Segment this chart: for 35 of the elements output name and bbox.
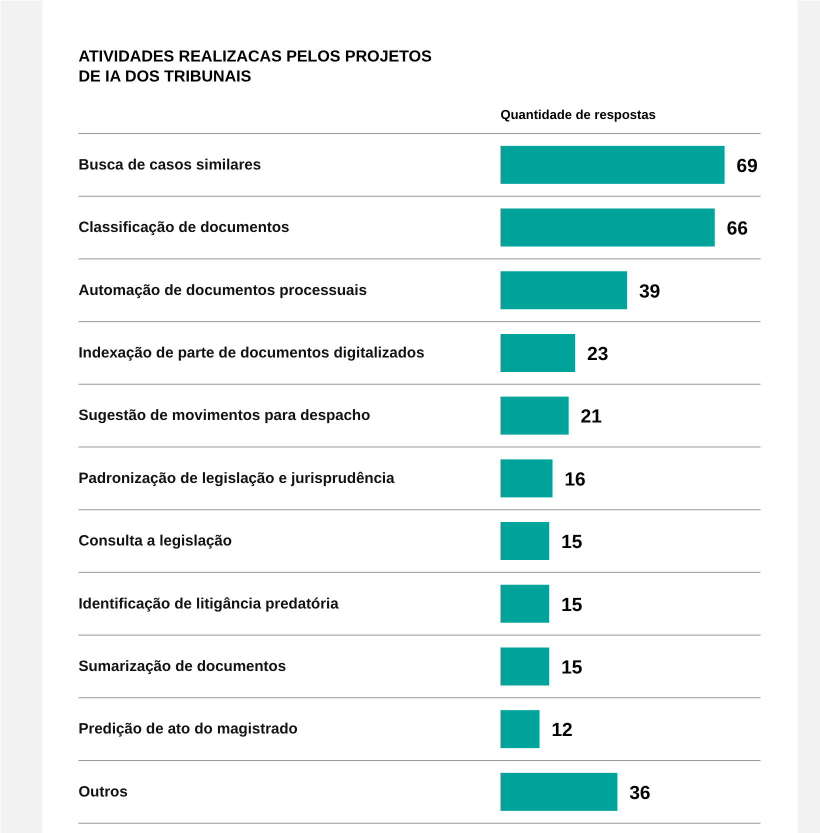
bar (500, 396, 569, 435)
data-label: 66 (726, 218, 748, 240)
x-axis-title: Quantidade de respostas (500, 107, 656, 122)
bar (500, 647, 550, 686)
bar (500, 584, 550, 623)
y-tick-label: Outros (78, 783, 128, 800)
bar (500, 772, 618, 811)
y-tick-label: Automação de documentos processuais (78, 282, 367, 299)
bar (500, 710, 540, 748)
data-label: 21 (580, 406, 602, 428)
y-tick-label: Sumarização de documentos (78, 658, 286, 675)
y-tick-label: Indexação de parte de documentos digitalizados (78, 344, 424, 362)
data-label: 15 (561, 657, 583, 678)
bar (500, 459, 552, 498)
bar (500, 334, 576, 372)
y-tick-label: Consulta a legislação (78, 532, 232, 550)
data-label: 69 (736, 156, 758, 177)
y-tick-label: Predição de ato do magistrado (78, 720, 298, 738)
text: ATIVIDADES REALIZACAS PELOS PROJETOS DE IA DOS TRIBUNAIS (78, 48, 432, 86)
bar (500, 146, 724, 184)
bar (500, 271, 628, 310)
y-tick-label: Classificação de documentos (78, 219, 290, 236)
data-label: 36 (629, 782, 651, 804)
bar (500, 208, 715, 247)
data-label: 23 (587, 344, 608, 365)
data-label: 39 (639, 281, 660, 302)
data-label: 15 (561, 532, 583, 554)
y-tick-label: Sugestão de movimentos para despacho (78, 407, 370, 424)
y-tick-label: Identificação de litigância predatória (78, 595, 340, 612)
y-tick-label: Padronização de legislação e jurisprudência (78, 470, 396, 487)
data-label: 15 (561, 594, 583, 616)
bar (500, 522, 550, 560)
y-tick-label: Busca de casos similares (78, 156, 262, 174)
data-label: 16 (564, 469, 586, 490)
data-label: 12 (551, 720, 573, 742)
